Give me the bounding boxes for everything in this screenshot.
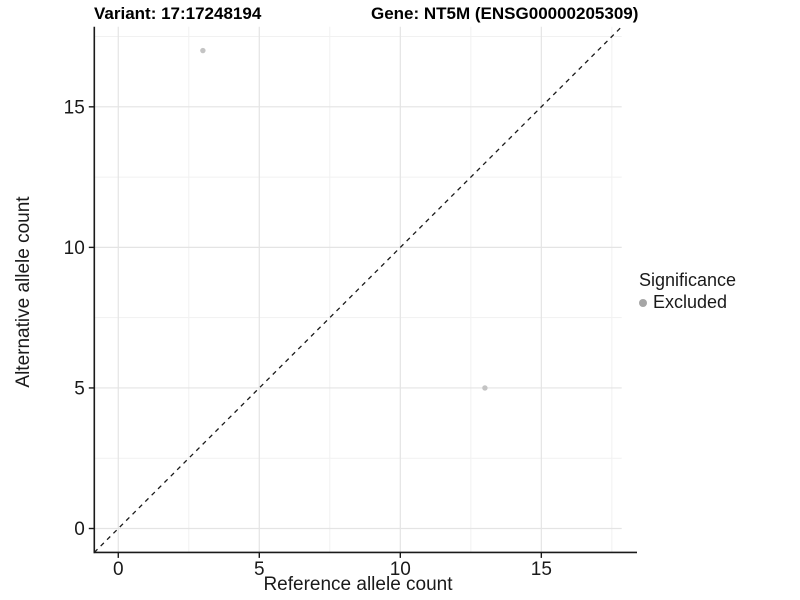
x-axis-title: Reference allele count — [263, 574, 453, 595]
y-axis-title: Alternative allele count — [13, 196, 34, 388]
y-tick-label: 15 — [64, 97, 85, 118]
x-tick-label: 0 — [113, 559, 124, 580]
data-point — [200, 47, 206, 54]
data-point — [482, 385, 488, 391]
excluded-point-icon — [639, 298, 647, 307]
legend-item-excluded: Excluded — [639, 292, 736, 313]
y-tick-label: 10 — [64, 238, 85, 259]
x-tick-label: 5 — [254, 559, 265, 580]
y-tick-label: 0 — [74, 519, 85, 540]
y-tick-label: 5 — [74, 378, 85, 399]
plot-title-variant: Variant: 17:17248194 — [94, 4, 262, 23]
legend-item-label: Excluded — [653, 292, 728, 312]
identity-dashed-line — [93, 26, 623, 553]
legend: Significance Excluded — [639, 270, 736, 313]
plot-title-gene: Gene: NT5M (ENSG00000205309) — [371, 4, 639, 23]
x-tick-label: 10 — [390, 559, 411, 580]
x-tick-label: 15 — [531, 559, 552, 580]
legend-title: Significance — [639, 270, 737, 290]
